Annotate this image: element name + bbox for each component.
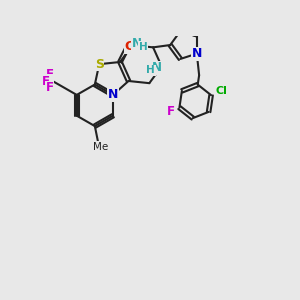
Text: Me: Me — [93, 142, 108, 152]
Text: F: F — [42, 74, 50, 88]
Text: F: F — [46, 82, 53, 94]
Text: F: F — [167, 105, 175, 118]
Text: O: O — [125, 40, 136, 53]
Text: S: S — [95, 58, 104, 71]
Text: H: H — [146, 65, 155, 75]
Text: F: F — [46, 68, 53, 81]
Text: H: H — [139, 42, 148, 52]
Text: N: N — [152, 61, 162, 74]
Text: N: N — [192, 47, 202, 60]
Text: Cl: Cl — [216, 86, 227, 96]
Text: N: N — [108, 88, 118, 101]
Text: N: N — [132, 37, 142, 50]
